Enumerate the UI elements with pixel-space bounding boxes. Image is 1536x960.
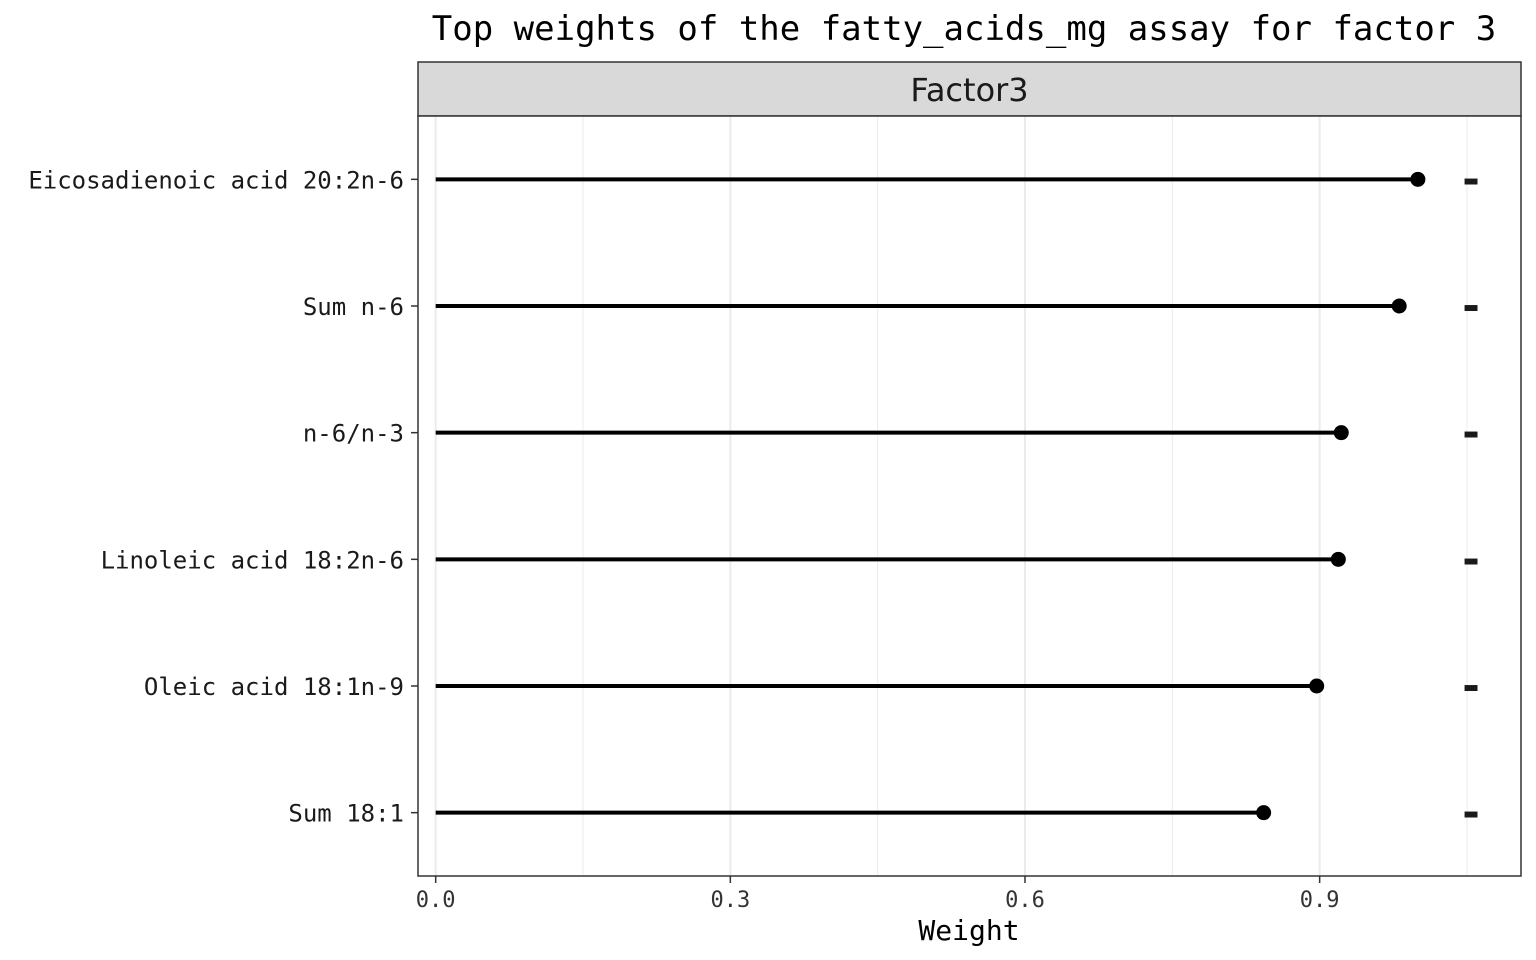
plot-panel: 0.0 0.3 0.6 0.9 Eicosadienoic acid 20:2n-6 - S… [28, 115, 1522, 913]
category-label: Sum 18:1 [288, 800, 404, 828]
facet-strip-background [417, 61, 1522, 117]
chart-title: Top weights of the fatty_acids_mg assay … [432, 9, 1496, 49]
category-label: Linoleic acid 18:2n-6 [101, 546, 404, 574]
category-label: n-6/n-3 [303, 420, 404, 448]
panel-background [418, 116, 1521, 876]
lollipop-point [1330, 551, 1346, 567]
facet-strip: Factor3 [417, 61, 1522, 117]
x-tick-label: 0.3 [710, 888, 750, 913]
weight-sign: - [1458, 661, 1483, 710]
x-tick-label: 0.6 [1005, 888, 1045, 913]
weight-sign: - [1458, 408, 1483, 457]
weight-sign: - [1458, 534, 1483, 583]
category-label: Sum n-6 [303, 293, 404, 321]
lollipop-point [1333, 425, 1349, 441]
x-tick-label: 0.9 [1300, 888, 1340, 913]
lollipop-point [1391, 298, 1407, 314]
x-axis-title: Weight [918, 914, 1019, 947]
weight-sign: - [1458, 154, 1483, 203]
category-label: Oleic acid 18:1n-9 [144, 673, 404, 701]
weight-sign: - [1458, 788, 1483, 837]
x-tick-label: 0.0 [416, 888, 456, 913]
panel-border [417, 115, 1522, 877]
category-label: Eicosadienoic acid 20:2n-6 [28, 166, 404, 194]
facet-label: Factor3 [910, 71, 1028, 109]
lollipop-point [1309, 678, 1325, 694]
lollipop-point [1256, 805, 1272, 821]
lollipop-point [1410, 171, 1426, 187]
weight-sign: - [1458, 281, 1483, 330]
